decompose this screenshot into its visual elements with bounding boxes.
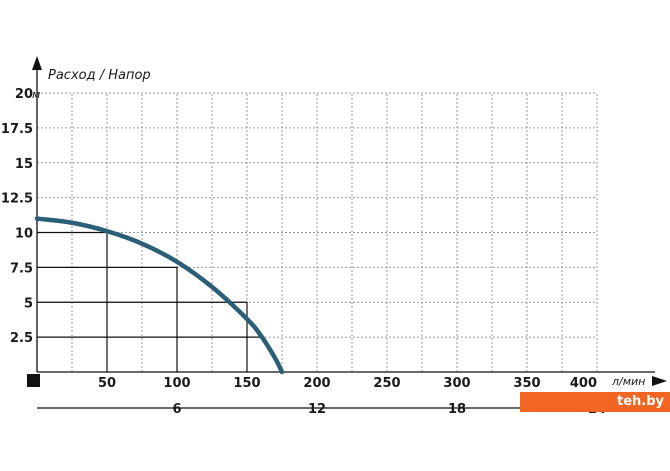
y-tick-label: 10 [15,227,33,242]
y-tick-label: 5 [24,296,33,311]
x-tick-label: 100 [163,376,190,391]
performance-curve [34,216,285,375]
secondary-x-tick-label: 12 [308,402,326,417]
y-axis-arrow [32,56,42,70]
secondary-x-tick-label: 6 [172,402,181,417]
y-tick-label: 7.5 [10,261,33,276]
labels: Расход / Напор м л/мин 50 100 150 200 250 300… [1,68,645,417]
series-curves [34,216,285,375]
x-unit-label: л/мин [611,375,645,388]
x-tick-label: 250 [373,376,400,391]
x-tick-label: 150 [233,376,260,391]
x-tick-label: 200 [303,376,330,391]
x-axis-arrow [652,376,667,386]
y-tick-label: 12.5 [1,192,33,207]
origin-marker [27,374,40,387]
grid [37,92,598,372]
x-tick-label: 400 [570,376,597,391]
secondary-x-tick-label: 18 [448,402,466,417]
watermark-logo: teh.by [520,392,670,412]
chart-title: Расход / Напор [48,68,151,83]
y-tick-label: 17.5 [1,122,33,137]
x-tick-label: 50 [98,376,116,391]
x-tick-label: 300 [443,376,470,391]
reference-guide [37,301,248,372]
y-tick-label: 20 [15,87,33,102]
y-unit-label: м [32,88,40,101]
x-tick-label: 350 [513,376,540,391]
y-tick-label: 2.5 [10,331,33,346]
y-tick-label: 15 [15,157,33,172]
